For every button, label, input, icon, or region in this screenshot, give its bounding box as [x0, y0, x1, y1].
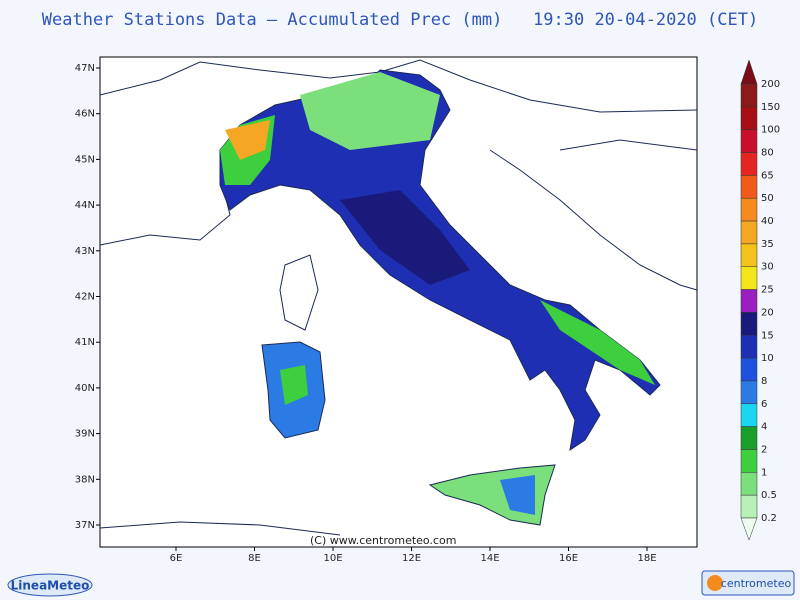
rain-area — [500, 475, 535, 515]
longitude-label: 8E — [248, 553, 261, 564]
rain-area — [225, 120, 270, 160]
latitude-label: 41N — [75, 337, 95, 348]
rain-area — [540, 300, 655, 385]
colorbar-label: 50 — [761, 193, 774, 204]
colorbar-label: 1 — [761, 467, 767, 478]
coast — [489, 149, 698, 291]
logo-text: centrometeo — [721, 577, 792, 590]
longitude-label: 12E — [402, 553, 421, 564]
coast — [99, 521, 341, 536]
colorbar-label: 30 — [761, 262, 774, 273]
title: Weather Stations Data — Accumulated Prec… — [42, 10, 758, 30]
colorbar-label: 2 — [761, 444, 767, 455]
rain-area — [300, 72, 440, 150]
logo-shape — [7, 573, 93, 597]
coast — [99, 194, 231, 246]
colorbar-label: 150 — [761, 102, 780, 113]
latitude-label: 46N — [75, 109, 95, 120]
rain-area — [340, 190, 470, 285]
colorbar-label: 8 — [761, 376, 767, 387]
colorbar-label: 65 — [761, 170, 774, 181]
colorbar-bin — [740, 472, 758, 496]
colorbar-label: 0.5 — [761, 490, 777, 501]
logo-text: LineaMeteo — [11, 579, 90, 593]
colorbar-bin — [740, 266, 758, 290]
corsica — [279, 254, 319, 331]
latitude-label: 40N — [75, 383, 95, 394]
latitude-label: 43N — [75, 246, 95, 257]
colorbar-bin — [740, 380, 758, 405]
colorbar-label: 10 — [761, 353, 774, 364]
colorbar-label: 80 — [761, 148, 774, 159]
colorbar: 200 150 100 80 65 50 40 35 30 25 20 15 10 8 6 4 2 1 0.5 0.2 — [740, 59, 780, 541]
colorbar-bin — [740, 106, 758, 130]
colorbar-label: 6 — [761, 399, 767, 410]
colorbar-bin — [740, 426, 758, 450]
colorbar-label: 15 — [761, 330, 774, 341]
colorbar-label: 100 — [761, 125, 780, 136]
colorbar-top — [740, 59, 758, 85]
colorbar-bin — [740, 152, 758, 176]
latitude-label: 45N — [75, 154, 95, 165]
colorbar-bin — [740, 83, 758, 108]
colorbar-label: 0.2 — [761, 513, 777, 524]
colorbar-label: 35 — [761, 239, 774, 250]
left-logo: LineaMeteo — [7, 573, 93, 597]
colorbar-bin — [740, 449, 758, 473]
colorbar-bin — [740, 197, 758, 222]
longitude-label: 18E — [637, 553, 656, 564]
border — [559, 139, 698, 151]
latitude-label: 42N — [75, 292, 95, 303]
latitude-label: 38N — [75, 474, 95, 485]
colorbar-label: 200 — [761, 79, 780, 90]
latitude-label: 47N — [75, 63, 95, 74]
colorbar-bin — [740, 494, 758, 519]
right-logo: centrometeo — [701, 570, 795, 596]
longitude-label: 16E — [559, 553, 578, 564]
logo-icon — [707, 575, 723, 591]
colorbar-label: 4 — [761, 422, 767, 433]
colorbar-bin — [740, 312, 758, 336]
colorbar-bin — [740, 357, 758, 382]
colorbar-label: 40 — [761, 216, 774, 227]
colorbar-label: 20 — [761, 307, 774, 318]
latitude-label: 44N — [75, 200, 95, 211]
colorbar-bin — [740, 129, 758, 153]
colorbar-bin — [740, 220, 758, 245]
colorbar-bin — [740, 289, 758, 313]
longitude-label: 6E — [170, 553, 183, 564]
colorbar-bin — [740, 243, 758, 267]
colorbar-bin — [740, 175, 758, 199]
longitude-label: 10E — [323, 553, 342, 564]
colorbar-bin — [740, 335, 758, 359]
rain-area — [280, 365, 308, 405]
logo-shape — [701, 570, 795, 596]
colorbar-label: 25 — [761, 285, 774, 296]
longitude-label: 14E — [480, 553, 499, 564]
map: (C) www.centrometeo.com 47N 46N 45N 44N 43N 4… — [75, 56, 698, 564]
colorbar-bin — [740, 403, 758, 427]
latitude-label: 37N — [75, 520, 95, 531]
copyright: (C) www.centrometeo.com — [310, 534, 456, 547]
colorbar-bottom — [740, 517, 758, 541]
latitude-label: 39N — [75, 429, 95, 440]
